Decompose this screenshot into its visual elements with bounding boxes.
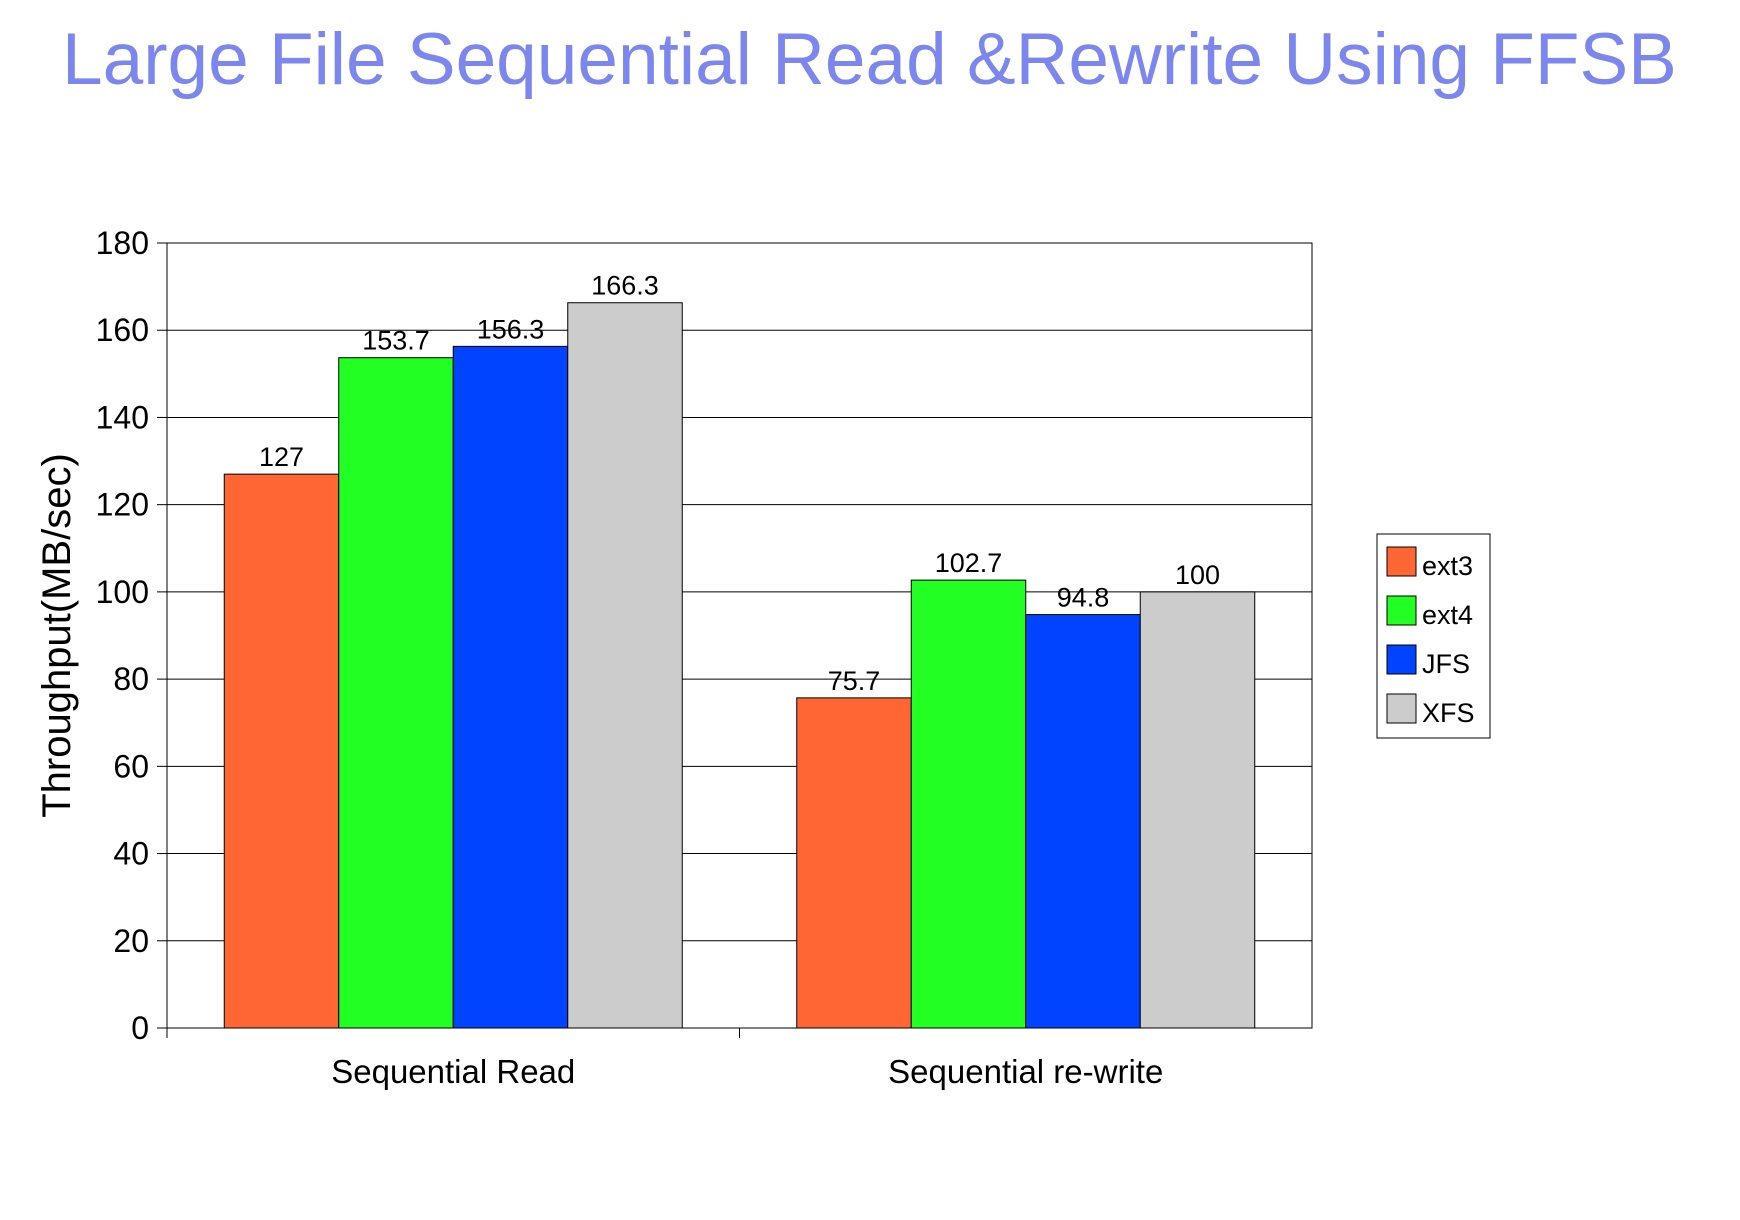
legend-label-ext3: ext3 <box>1422 551 1473 581</box>
page-title: Large File Sequential Read &Rewrite Usin… <box>62 19 1677 100</box>
labels: 0 20 40 60 80 100 120 140 160 180 127 153.7 156.3 166… <box>96 225 1220 1090</box>
data-label: 102.7 <box>935 548 1003 578</box>
bar-ext3 <box>796 697 912 1029</box>
legend-swatch-xfs <box>1386 693 1417 724</box>
y-tick-label: 160 <box>96 312 149 348</box>
legend-label-ext4: ext4 <box>1422 600 1473 630</box>
bar-ext3 <box>223 473 340 1029</box>
bar-jfs <box>452 345 569 1029</box>
y-axis-label: Throughput(MB/sec) <box>35 453 79 818</box>
bar-xfs <box>567 302 683 1029</box>
bar-xfs <box>1139 591 1256 1029</box>
x-category-label: Sequential re-write <box>888 1053 1163 1090</box>
y-tick-label: 40 <box>113 836 149 872</box>
x-category-label: Sequential Read <box>331 1053 575 1090</box>
y-tick-label: 80 <box>113 661 149 697</box>
bars <box>223 302 1256 1029</box>
legend-label-jfs: JFS <box>1422 649 1470 679</box>
data-label: 166.3 <box>591 271 659 301</box>
y-tick-label: 180 <box>96 225 149 261</box>
legend: ext3 ext4 JFS XFS <box>1376 533 1491 739</box>
bar-jfs <box>1025 614 1141 1029</box>
data-label: 100 <box>1175 560 1220 590</box>
data-label: 153.7 <box>362 326 430 356</box>
y-tick-label: 140 <box>96 399 149 435</box>
data-label: 94.8 <box>1057 583 1110 613</box>
bar-ext4 <box>910 579 1027 1029</box>
bar-ext4 <box>338 357 454 1029</box>
legend-swatch-jfs <box>1386 644 1417 675</box>
legend-swatch-ext4 <box>1386 595 1417 626</box>
data-label: 75.7 <box>828 666 881 696</box>
legend-swatch-ext3 <box>1386 546 1417 577</box>
axes <box>157 242 1313 1038</box>
data-label: 156.3 <box>477 314 545 344</box>
data-label: 127 <box>259 442 304 472</box>
y-tick-label: 0 <box>131 1010 149 1046</box>
y-tick-label: 20 <box>113 923 149 959</box>
y-tick-label: 100 <box>96 574 149 610</box>
y-tick-label: 60 <box>113 748 149 784</box>
y-tick-label: 120 <box>96 487 149 523</box>
legend-label-xfs: XFS <box>1422 698 1475 728</box>
